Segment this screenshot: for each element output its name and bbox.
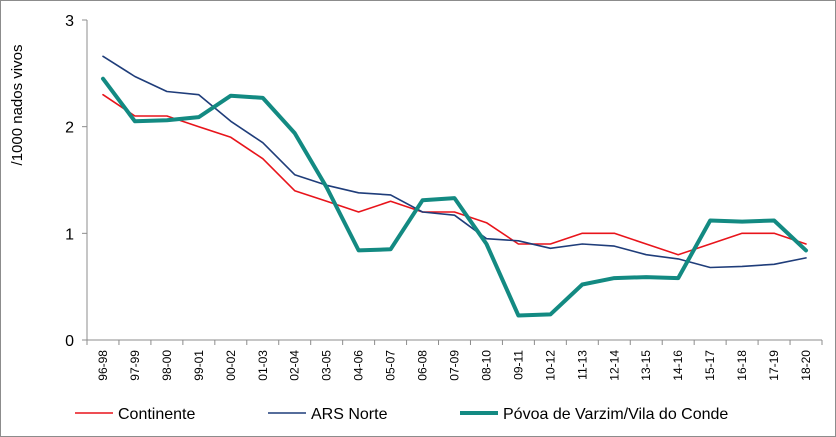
legend-label-1: Continente [118,406,195,423]
x-tick-label: 07-09 [448,350,462,381]
y-tick-labels: 0 1 2 3 [65,13,74,350]
x-tick-label: 02-04 [288,350,302,381]
legend: Continente ARS Norte Póvoa de Varzim/Vila … [75,406,728,423]
x-tick-label: 03-05 [320,350,334,381]
x-tick-label: 98-00 [160,350,174,381]
y-tick-label: 2 [65,120,74,137]
x-tick-label: 96-98 [96,350,110,381]
x-tick-label: 13-15 [639,350,653,381]
x-tick-label: 12-14 [607,350,621,381]
y-tick-label: 1 [65,226,74,243]
y-tick-label: 3 [65,13,74,30]
x-tick-label: 05-07 [384,350,398,381]
x-tick-label: 11-13 [575,350,589,380]
x-tick-label: 04-06 [352,350,366,381]
y-tick-label: 0 [65,333,74,350]
x-tick-label: 18-20 [799,350,813,381]
y-axis-label: /1000 nados vivos [9,45,26,166]
legend-label-2: ARS Norte [311,406,388,423]
x-tick-label: 01-03 [256,350,270,381]
x-tick-label: 09-11 [511,350,525,380]
x-tick-label: 10-12 [543,350,557,381]
x-tick-label: 08-10 [479,350,493,381]
x-tick-label: 00-02 [224,350,238,381]
legend-label-3: Póvoa de Varzim/Vila do Conde [503,406,728,423]
series-line-3 [101,76,808,318]
x-tick-label: 06-08 [416,350,430,381]
x-tick-label: 99-01 [192,350,206,381]
axes [82,19,823,345]
x-tick-label: 17-19 [767,350,781,381]
x-tick-label: 97-99 [128,350,142,381]
x-tick-label: 14-16 [671,350,685,381]
x-tick-label: 16-18 [735,350,749,381]
x-tick-label: 15-17 [703,350,717,381]
series-lines [101,55,808,318]
x-tick-labels: 96-98 97-99 98-00 99-01 00-02 01-03 02-04 03-05… [96,350,813,381]
series-line-1 [102,93,807,256]
